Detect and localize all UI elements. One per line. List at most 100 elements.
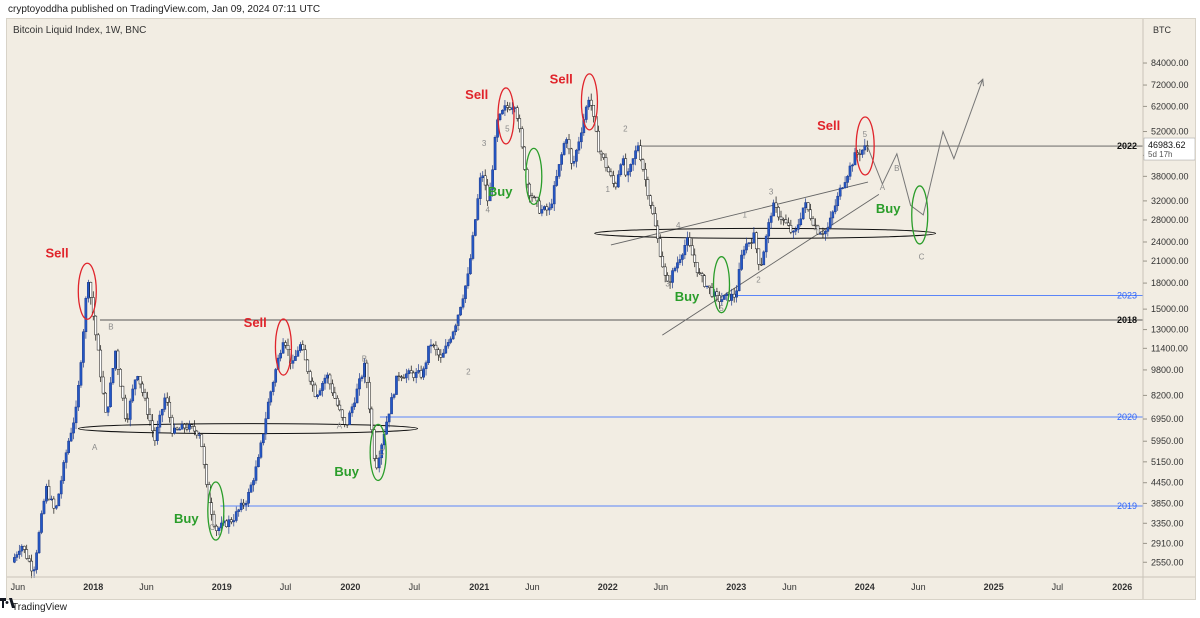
candle-body (170, 417, 174, 434)
candle-body (629, 164, 632, 172)
candle-body (804, 202, 808, 209)
candle-body (469, 258, 472, 275)
wave-label: A (337, 422, 343, 431)
time-tick-label: Jun (782, 582, 797, 592)
chart-area[interactable]: 2022 2023 2018 2020 2019 Sell Sell Sell Sell Sel… (6, 18, 1196, 600)
candle-body (841, 187, 844, 189)
candle-body (239, 502, 243, 511)
candle-body (353, 402, 356, 408)
time-tick-label: 2022 (598, 582, 618, 592)
candle-body (380, 444, 384, 459)
candle-body (796, 224, 800, 230)
candle-body (422, 368, 425, 378)
candle-body (762, 251, 766, 266)
time-tick-label: 2020 (340, 582, 360, 592)
candle-body (646, 179, 650, 196)
sell-ellipse (855, 116, 875, 176)
level-label: 2022 (1117, 141, 1137, 151)
candle-body (262, 433, 265, 444)
candle-body (488, 189, 492, 202)
candle-body (767, 222, 771, 237)
candle-body (69, 432, 73, 442)
time-tick-label: 2023 (726, 582, 746, 592)
wave-label: C (209, 523, 215, 532)
candle-body (836, 195, 840, 207)
candle-body (114, 350, 117, 369)
price-tick-label: 32000.00 (1151, 196, 1189, 206)
price-tick-label: 11400.00 (1151, 343, 1188, 353)
candle-body (710, 287, 714, 297)
buy-ellipse (369, 423, 387, 482)
candle-body (390, 397, 393, 415)
projection-path (866, 78, 984, 216)
candle-body (626, 171, 630, 176)
wave-label: 4 (485, 206, 490, 215)
candle-body (375, 458, 379, 469)
candle-body (141, 383, 144, 393)
price-axis: 2550.00 2910.00 3350.00 3850.00 4450.00 5150.… (1142, 19, 1195, 599)
candle-body (77, 385, 80, 408)
candle-body (816, 225, 820, 235)
candle-body (419, 370, 423, 378)
candle-body (858, 153, 862, 155)
candle-body (252, 480, 255, 486)
candle-body (407, 370, 411, 375)
candle-body (451, 331, 455, 340)
last-price-value: 46983.62 (1148, 140, 1186, 150)
buy-label: Buy (174, 511, 199, 526)
wave-label: C (919, 253, 925, 262)
candle-body (126, 418, 130, 420)
time-tick-label: 2018 (83, 582, 103, 592)
candle-body (666, 275, 669, 282)
time-tick-label: 2026 (1112, 582, 1132, 592)
candle-body (377, 457, 381, 469)
candle-body (708, 285, 711, 288)
buy-label: Buy (488, 184, 513, 199)
candle-body (634, 150, 637, 159)
candle-body (557, 164, 561, 177)
footer: TradingView (0, 598, 1200, 618)
candle-body (550, 203, 554, 209)
price-tick-label: 52000.00 (1151, 127, 1189, 137)
candle-body (555, 176, 559, 186)
candle-body (501, 109, 504, 115)
candle-body (863, 145, 867, 151)
candle-body (520, 128, 524, 148)
candle-body (752, 232, 756, 244)
candle-body (190, 424, 194, 427)
candle-body (323, 377, 327, 384)
candle-body (294, 356, 297, 361)
buy-ellipse (712, 256, 731, 314)
candle-body (685, 237, 689, 246)
candle-body (104, 392, 107, 413)
sell-label: Sell (465, 87, 488, 102)
candle-body (183, 424, 186, 429)
candle-body (449, 338, 453, 343)
candle-body (249, 484, 253, 493)
footer-brand: TradingView (12, 602, 68, 613)
candle-body (136, 376, 139, 381)
candle-body (602, 153, 605, 158)
candle-body (67, 440, 70, 453)
last-price-box (1143, 137, 1195, 161)
candle-body (427, 345, 430, 363)
candle-body (698, 272, 702, 274)
candle-body (331, 383, 334, 394)
candle-body (801, 207, 805, 220)
candle-body (481, 175, 485, 179)
trend-line (610, 181, 869, 246)
candle-body (370, 408, 374, 431)
wave-label: 1 (743, 210, 748, 219)
candle-body (326, 374, 329, 379)
candle-body (604, 157, 608, 168)
candle-body (730, 293, 734, 301)
price-tick-label: 9800.00 (1151, 365, 1184, 375)
candle-body (59, 480, 63, 495)
candle-body (328, 374, 332, 385)
candle-body (424, 362, 428, 370)
candle-body (355, 388, 359, 404)
candle-body (619, 164, 623, 175)
candle-body (538, 200, 541, 214)
candle-body (109, 382, 112, 407)
